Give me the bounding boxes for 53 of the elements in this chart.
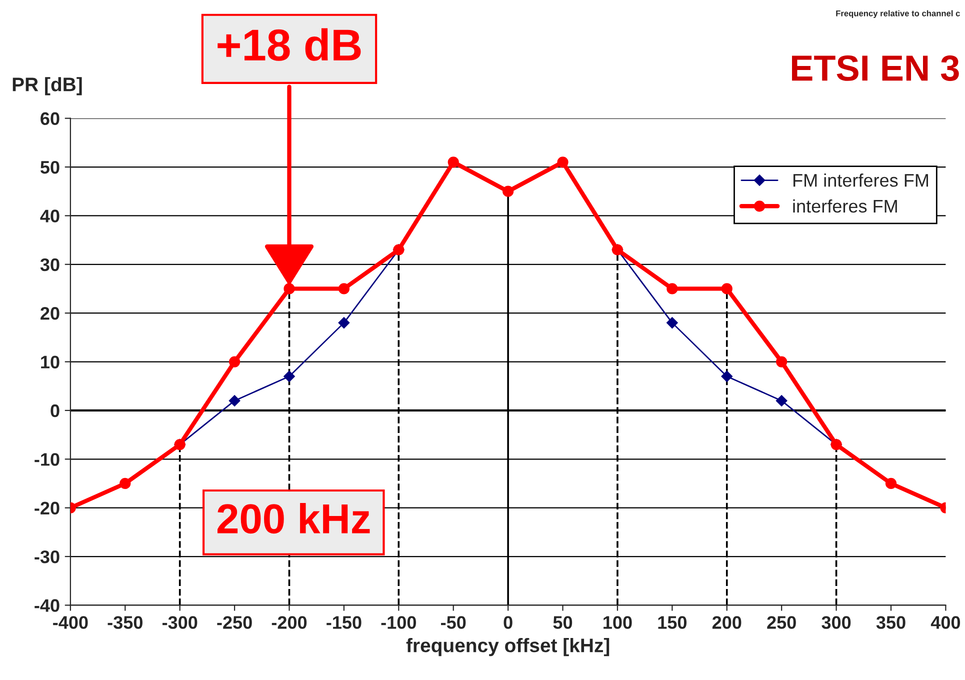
y-tick-label: 30 [40,258,60,272]
y-axis-title: PR [dB] [12,77,82,96]
x-tick-label: 400 [930,616,960,629]
x-tick-label: 0 [504,616,512,629]
x-axis-title: frequency offset [kHz] [406,638,610,656]
point [557,156,568,168]
point [284,283,295,294]
point [229,356,240,368]
text: Frequency relative to channel c [836,10,960,18]
point [721,283,732,294]
point [120,478,131,490]
x-tick-label: -350 [108,616,142,629]
x-tick-label: 200 [712,616,742,629]
point [721,370,732,382]
point [666,317,678,328]
legend-label: FM interferes FM [794,174,928,187]
x-tick-label: 250 [767,616,796,629]
x-tick-label: -50 [441,616,466,629]
point [776,395,788,406]
point [502,186,514,197]
x-tick-label: -300 [162,616,198,629]
annotation: 200 kHz [217,503,370,534]
x-tick-label: -200 [272,616,307,629]
text: ETSI EN 3 [792,55,959,81]
x-tick-label: -150 [326,616,362,629]
y-tick-label: -20 [34,502,60,515]
point [448,156,459,168]
x-tick-label: 350 [876,616,906,629]
x-tick-label: -100 [381,616,416,629]
x-tick-label: 100 [604,616,632,629]
y-tick-label: -30 [34,550,60,564]
y-tick-label: -10 [34,453,60,466]
point [228,395,240,406]
point [284,370,295,382]
point [885,478,897,490]
x-tick-label: -400 [53,616,88,629]
x-tick-label: 50 [553,616,572,629]
annotation: +18 dB [218,28,361,61]
x-tick-label: 150 [658,616,687,629]
point [666,283,678,294]
x-tick-label: -250 [217,616,252,629]
y-tick-label: -40 [34,599,60,612]
y-tick-label: 20 [40,307,60,320]
x-tick-label: 300 [822,616,851,629]
legend-label: interferes FM [793,199,897,213]
y-tick-label: 60 [40,112,60,126]
point [776,356,788,368]
y-tick-label: 40 [40,210,60,222]
y-tick-label: 10 [41,356,60,368]
point [338,317,350,328]
y-tick-label: 50 [40,160,60,174]
y-tick-label: 0 [50,404,60,418]
point [338,283,350,294]
